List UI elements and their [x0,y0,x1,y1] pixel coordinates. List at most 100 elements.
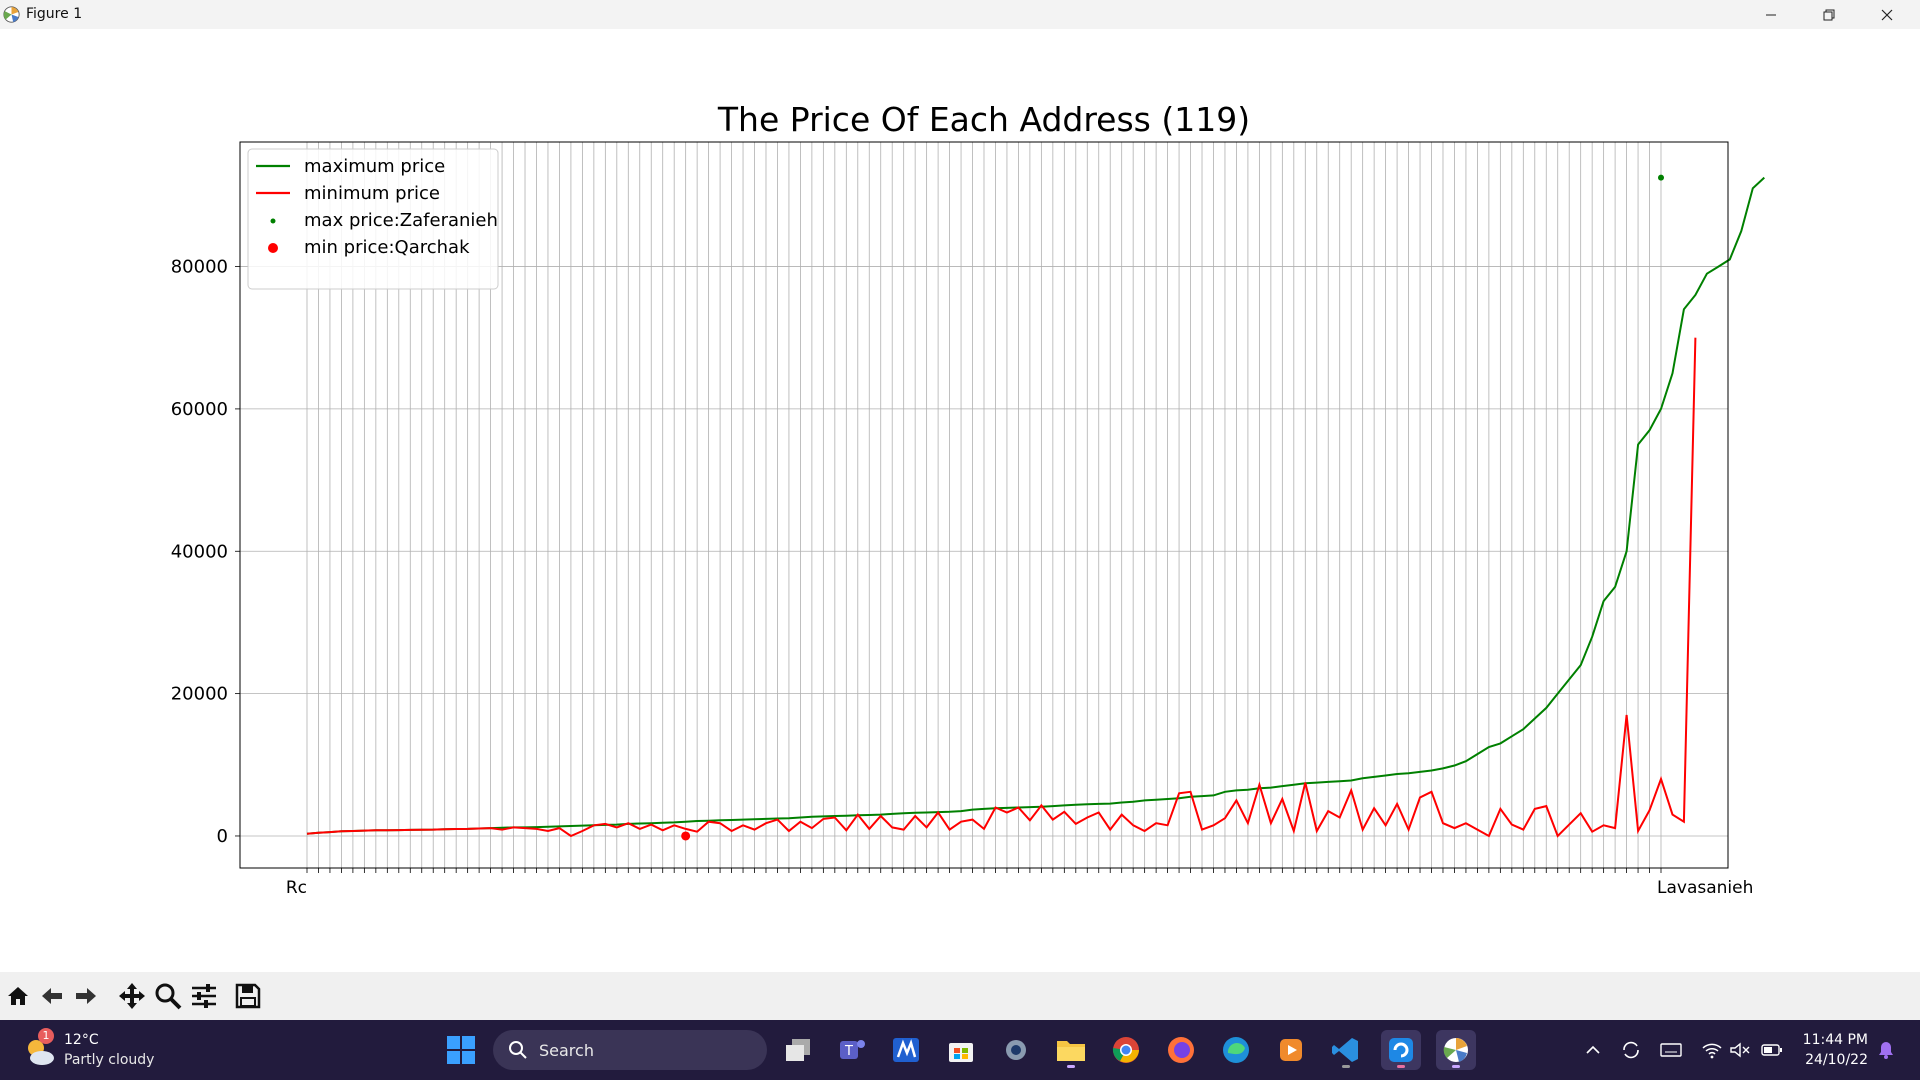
restore-icon [1823,9,1835,20]
x-tick-labels: Rc Lavasanieh [286,878,1754,898]
pan-icon [119,983,145,1009]
clock-time[interactable]: 11:44 PM [1802,1032,1868,1048]
chart-title: The Price Of Each Address (119) [717,100,1250,139]
volume-tray[interactable] [1728,1038,1752,1062]
chevron-up-icon [1586,1045,1600,1054]
battery-tray[interactable] [1760,1038,1784,1062]
teams-icon: T [840,1040,865,1059]
search-placeholder: Search [539,1041,594,1060]
y-tick-labels: 0 20000 40000 60000 80000 [171,257,228,847]
chart: Rc Lavasanieh 0 20000 40000 60000 80000 The P… [171,100,1765,898]
pan-button[interactable] [116,980,148,1012]
firefox-icon [1168,1037,1194,1063]
weather-widget[interactable]: 1 12°C Partly cloudy [20,1028,170,1072]
legend-label: max price:Zaferanieh [304,210,498,231]
x-tick-label: Lavasanieh [1657,878,1753,898]
mathtype-icon [893,1038,919,1062]
highlight-point [1658,174,1664,181]
windows-start-icon [447,1036,475,1064]
legend-label: maximum price [304,156,445,177]
zoom-icon [155,983,182,1010]
zoom-button[interactable] [152,980,184,1012]
legend-box [247,148,499,290]
home-button[interactable] [2,980,34,1012]
legend-marker-swatch [270,218,276,224]
vertical-gridlines [306,142,1662,873]
y-tick-label: 40000 [171,541,228,562]
notifications-tray[interactable] [1874,1038,1898,1062]
y-tick-label: 80000 [171,257,228,278]
highlight-points [681,174,1664,841]
vscode-button[interactable] [1326,1030,1366,1070]
volume-muted-icon [1730,1042,1750,1058]
partly-cloudy-icon [28,1040,54,1065]
title-bar: Figure 1 [0,0,1920,29]
series-line-maximum-price [306,176,1765,835]
folder-icon [1057,1041,1085,1061]
highlight-point [681,831,691,841]
battery-icon [1761,1044,1782,1056]
close-button[interactable] [1858,0,1916,29]
taskbar: 1 12°C Partly cloudy Search T [0,1020,1920,1080]
edge-button[interactable] [1216,1030,1256,1070]
back-icon [42,988,62,1004]
matplotlib-toolbar [0,972,1920,1020]
legend: maximum price minimum price max price:Zafe… [247,148,499,290]
media-player-button[interactable] [1271,1030,1311,1070]
window-title: Figure 1 [26,6,83,22]
series-line-minimum-price [306,337,1697,838]
clock-date[interactable]: 24/10/22 [1805,1052,1868,1068]
restore-button[interactable] [1800,0,1858,29]
chrome-icon [1112,1037,1139,1063]
save-button[interactable] [232,980,264,1012]
task-view-icon [786,1039,810,1061]
show-hidden-icons[interactable] [1581,1038,1605,1062]
back-button[interactable] [36,980,68,1012]
y-tick-label: 60000 [171,399,228,420]
figure-canvas[interactable]: Rc Lavasanieh 0 20000 40000 60000 80000 The P… [0,29,1920,972]
minimize-button[interactable] [1742,0,1800,29]
search-icon [509,1041,527,1059]
keyboard-icon [1660,1043,1682,1057]
save-icon [235,983,261,1009]
notification-badge: 1 [38,1028,54,1044]
file-explorer-button[interactable] [1051,1030,1091,1070]
configure-button[interactable] [188,980,220,1012]
microsoft-store-icon [949,1043,973,1062]
wifi-tray[interactable] [1700,1038,1724,1062]
y-tick-label: 20000 [171,684,228,705]
x-tick-label: Rc [286,878,307,898]
horizontal-gridlines [235,266,1728,837]
python-app-button[interactable] [1381,1030,1421,1070]
start-button[interactable] [441,1030,481,1070]
wifi-icon [1702,1043,1722,1059]
axes-frame [239,141,1729,869]
app-button-blue[interactable] [886,1030,926,1070]
media-player-icon [1280,1039,1302,1061]
sync-icon [1623,1041,1639,1059]
matplotlib-icon [1443,1038,1468,1062]
weather-temperature: 12°C [64,1032,99,1048]
teams-button[interactable]: T [832,1030,872,1070]
settings-button[interactable] [996,1030,1036,1070]
keyboard-tray[interactable] [1659,1038,1683,1062]
forward-icon [76,988,96,1004]
svg-text:T: T [844,1044,853,1059]
taskbar-search[interactable]: Search [493,1030,767,1070]
legend-marker-swatch [268,243,278,253]
bell-icon [1879,1042,1893,1059]
python-idle-icon [1389,1038,1413,1062]
chrome-button[interactable] [1106,1030,1146,1070]
store-button[interactable] [941,1030,981,1070]
edge-icon [1223,1037,1249,1063]
firefox-button[interactable] [1161,1030,1201,1070]
task-view-button[interactable] [778,1030,818,1070]
weather-description: Partly cloudy [64,1052,155,1068]
matplotlib-figure-button[interactable] [1436,1030,1476,1070]
vscode-icon [1332,1038,1358,1062]
legend-label: minimum price [304,183,440,204]
sync-tray[interactable] [1619,1038,1643,1062]
forward-button[interactable] [70,980,102,1012]
close-icon [1881,9,1893,20]
gear-icon [1006,1040,1026,1060]
